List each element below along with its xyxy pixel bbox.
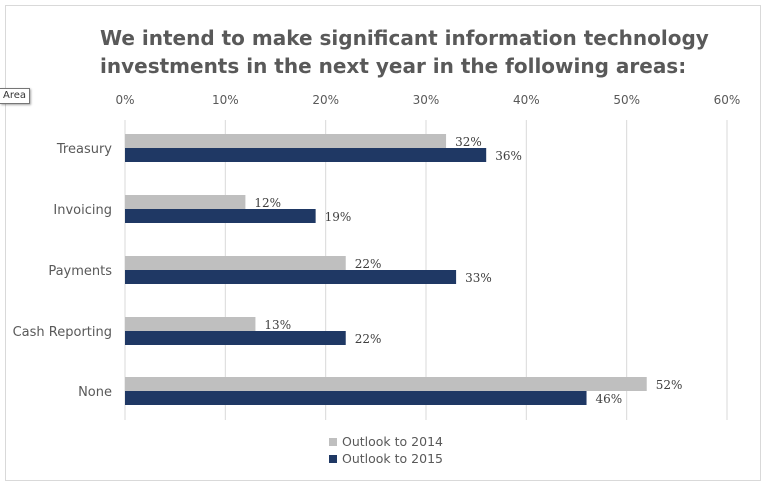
data-label-payments-2015: 33% xyxy=(465,271,492,285)
bar-payments-2014 xyxy=(125,256,346,270)
x-tick-label-30: 30% xyxy=(413,93,440,107)
bar-none-2014 xyxy=(125,377,647,391)
chart-title-line-2: investments in the next year in the foll… xyxy=(100,54,687,78)
legend-swatch-2015 xyxy=(329,454,337,463)
legend-item-2015[interactable]: Outlook to 2015 xyxy=(329,450,443,467)
legend-item-2014[interactable]: Outlook to 2014 xyxy=(329,433,443,450)
bar-treasury-2014 xyxy=(125,134,447,148)
data-label-none-2015: 46% xyxy=(596,392,623,406)
chart-title: We intend to make significant informatio… xyxy=(100,24,709,80)
bar-none-2015 xyxy=(125,391,587,405)
legend-label-2015: Outlook to 2015 xyxy=(342,451,443,466)
x-tick-label-0: 0% xyxy=(115,93,134,107)
x-tick-label-50: 50% xyxy=(613,93,640,107)
legend-label-2014: Outlook to 2014 xyxy=(342,434,443,449)
data-label-invoicing-2015: 19% xyxy=(325,210,352,224)
legend-swatch-2014 xyxy=(329,437,337,446)
data-label-invoicing-2014: 12% xyxy=(254,196,281,210)
data-label-cash-reporting-2015: 22% xyxy=(355,332,382,346)
bar-invoicing-2015 xyxy=(125,209,316,223)
x-tick-label-10: 10% xyxy=(212,93,239,107)
x-tick-label-60: 60% xyxy=(714,93,741,107)
category-label-none: None xyxy=(78,385,112,400)
category-label-treasury: Treasury xyxy=(56,142,112,157)
bar-treasury-2015 xyxy=(125,148,487,162)
data-label-payments-2014: 22% xyxy=(355,257,382,271)
bar-cash-reporting-2014 xyxy=(125,317,256,331)
data-label-cash-reporting-2014: 13% xyxy=(264,318,291,332)
chart-legend: Outlook to 2014 Outlook to 2015 xyxy=(329,433,443,467)
chart-title-line-1: We intend to make significant informatio… xyxy=(100,26,709,50)
x-tick-label-40: 40% xyxy=(513,93,540,107)
category-label-invoicing: Invoicing xyxy=(53,203,112,218)
data-label-none-2014: 52% xyxy=(656,378,683,392)
x-tick-label-20: 20% xyxy=(312,93,339,107)
category-label-payments: Payments xyxy=(48,264,112,279)
data-label-treasury-2014: 32% xyxy=(455,135,482,149)
bar-cash-reporting-2015 xyxy=(125,331,346,345)
bar-invoicing-2014 xyxy=(125,195,246,209)
area-tooltip: Area xyxy=(0,88,31,104)
data-label-treasury-2015: 36% xyxy=(495,149,522,163)
category-label-cash-reporting: Cash Reporting xyxy=(13,325,112,340)
bar-payments-2015 xyxy=(125,270,457,284)
